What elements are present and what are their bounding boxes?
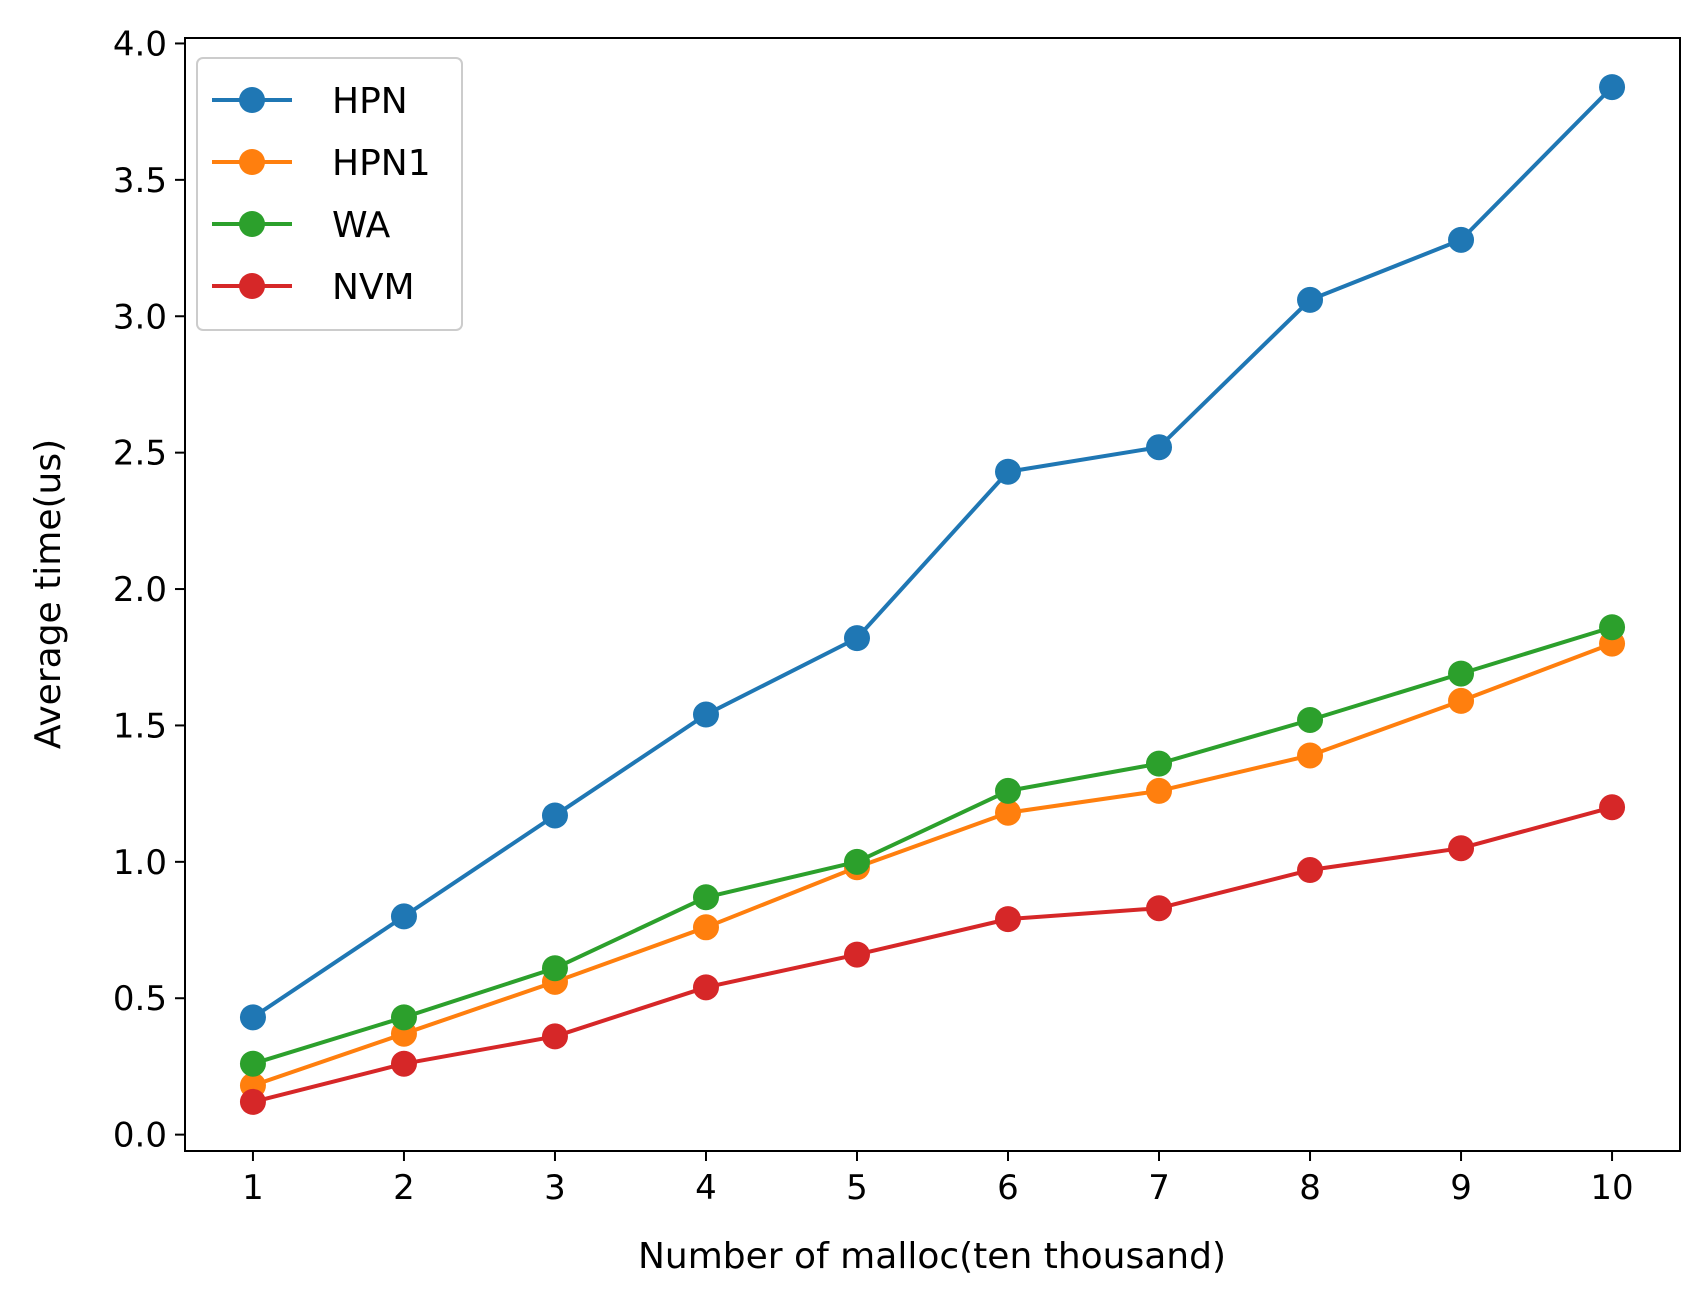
x-tick-label: 2 [393,1168,415,1208]
series-line [252,625,1613,1066]
legend-item: NVM [212,267,415,308]
series-wa [239,614,1626,1077]
data-point [995,799,1022,826]
legend-point-marker [239,211,265,237]
data-point [541,955,568,982]
data-point [843,941,870,968]
y-tick-label: 1.0 [113,843,167,883]
legend-label: HPN1 [332,143,431,184]
data-point [1297,286,1324,313]
data-point [239,1004,266,1031]
data-point [1297,706,1324,733]
y-tick-label: 0.5 [113,979,167,1019]
x-tick-label: 1 [242,1168,264,1208]
data-point [843,848,870,875]
series-line [252,641,1613,1088]
x-tick-label: 6 [997,1168,1019,1208]
data-point [1146,777,1173,804]
legend-item: HPN [212,81,408,122]
y-tick-label: 2.5 [113,434,167,474]
data-point [1448,835,1475,862]
y-tick-label: 4.0 [113,24,167,64]
data-point [995,458,1022,485]
x-tick-label: 3 [544,1168,566,1208]
legend-point-marker [239,149,265,175]
data-point [692,914,719,941]
data-point [692,884,719,911]
y-axis-label: Average time(us) [28,439,69,749]
data-point [1297,857,1324,884]
legend-box [196,57,463,331]
x-tick-label: 5 [846,1168,868,1208]
legend-point-marker [239,273,265,299]
series-nvm [239,794,1626,1115]
data-point [995,906,1022,933]
data-point [390,1004,417,1031]
data-point [1599,614,1626,641]
data-point [541,802,568,829]
y-tick-label: 3.0 [113,297,167,337]
data-point [239,1050,266,1077]
series-line [251,85,1614,1019]
data-point [1146,750,1173,777]
x-axis-label: Number of malloc(ten thousand) [638,1236,1226,1277]
legend-item: WA [212,205,391,246]
data-point [1448,660,1475,687]
series-hpn [239,74,1626,1031]
legend-item: HPN1 [212,143,431,184]
data-point [1146,895,1173,922]
x-tick-label: 8 [1299,1168,1321,1208]
y-tick-label: 0.0 [113,1116,167,1156]
data-point [1297,742,1324,769]
data-point [1448,687,1475,714]
plot-frame [184,37,1681,1152]
data-point [1599,794,1626,821]
y-tick-label: 1.5 [113,706,167,746]
data-point [390,903,417,930]
legend-label: NVM [332,267,415,308]
series-hpn1 [239,630,1626,1099]
data-point [390,1050,417,1077]
legend-label: WA [332,205,391,246]
x-tick-label: 10 [1590,1168,1633,1208]
data-point [692,974,719,1001]
legend-label: HPN [332,81,408,122]
legend: HPN HPN1 WA NVM [196,57,463,331]
x-tick-label: 9 [1450,1168,1472,1208]
x-tick-label: 7 [1148,1168,1170,1208]
data-point [692,701,719,728]
data-point [995,777,1022,804]
legend-point-marker [239,87,265,113]
series-line [252,805,1613,1104]
data-point [1599,74,1626,101]
series-layer [239,74,1626,1115]
ticks-layer: 1 2 3 4 5 6 7 8 9 10 0.0 0.5 1.0 1.5 2.0 2.5 3.0 3.5 4.0 [113,24,1634,1208]
data-point [541,1023,568,1050]
data-point [239,1088,266,1115]
y-tick-label: 3.5 [113,161,167,201]
y-tick-label: 2.0 [113,570,167,610]
data-point [1448,226,1475,253]
data-point [1146,434,1173,461]
x-tick-label: 4 [695,1168,717,1208]
data-point [843,625,870,652]
